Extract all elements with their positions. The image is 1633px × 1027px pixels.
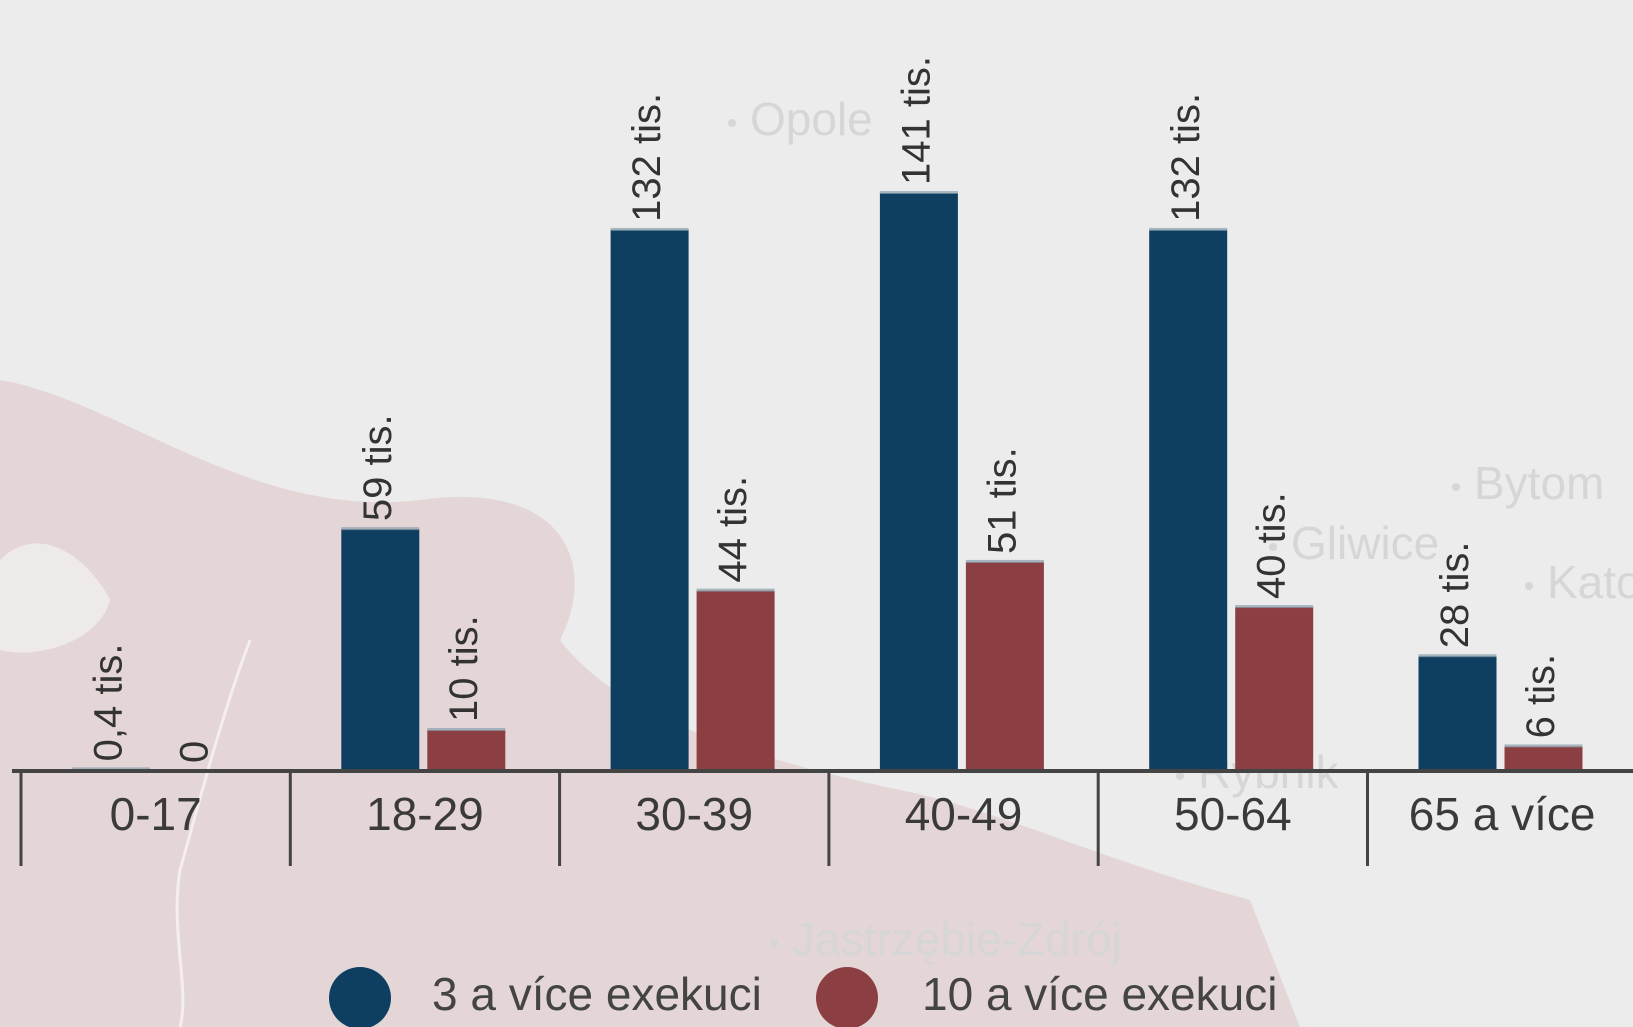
data-label: 44 tis. — [711, 476, 755, 583]
map-label: Bytom — [1474, 457, 1604, 509]
legend-swatch — [329, 967, 391, 1027]
data-label: 59 tis. — [356, 414, 400, 521]
x-tick-label: 0-17 — [110, 788, 202, 840]
map-border — [175, 639, 252, 1027]
data-label: 28 tis. — [1433, 542, 1477, 649]
map-dot — [1176, 772, 1184, 780]
bar-cap — [1235, 605, 1314, 609]
bar-cap — [610, 227, 689, 231]
data-label: 40 tis. — [1250, 492, 1294, 599]
data-label: 0,4 tis. — [87, 644, 131, 762]
map-region — [0, 543, 110, 653]
map-dot — [1452, 483, 1460, 491]
bar — [1418, 656, 1497, 771]
map-label: Opole — [750, 93, 873, 145]
map-dot — [1525, 582, 1533, 590]
bar — [879, 193, 958, 771]
bar — [610, 229, 689, 771]
x-tick-label: 30-39 — [635, 788, 753, 840]
legend-label: 10 a více exekuci — [922, 968, 1277, 1020]
bar — [965, 561, 1044, 771]
data-label: 141 tis. — [894, 56, 938, 185]
data-label: 0 — [173, 741, 217, 763]
bar-cap — [341, 527, 420, 531]
bar-cap — [965, 559, 1044, 563]
data-label: 10 tis. — [442, 615, 486, 722]
data-label: 132 tis. — [625, 93, 669, 222]
map-dot — [770, 939, 778, 947]
map-label: Katowice — [1547, 556, 1633, 608]
x-tick-label: 65 a více — [1409, 788, 1596, 840]
data-label: 6 tis. — [1519, 654, 1563, 738]
bar — [696, 590, 775, 771]
x-tick-label: 50-64 — [1174, 788, 1292, 840]
x-tick-label: 18-29 — [366, 788, 484, 840]
bar-cap — [1418, 654, 1497, 658]
legend-label: 3 a více exekuci — [432, 968, 762, 1020]
legend-swatch — [816, 967, 878, 1027]
map-region — [0, 380, 1300, 1027]
bar-cap — [427, 728, 506, 732]
bar — [1149, 229, 1228, 771]
bar — [427, 730, 506, 771]
map-dot — [728, 119, 736, 127]
x-tick-label: 40-49 — [905, 788, 1023, 840]
map-label: Gliwice — [1291, 517, 1439, 569]
bar — [341, 529, 420, 771]
bar-cap — [72, 767, 150, 771]
bar-cap — [1149, 227, 1228, 231]
bar — [1235, 607, 1314, 771]
data-label: 51 tis. — [980, 447, 1024, 554]
map-label: Jastrzębie-Zdrój — [792, 913, 1122, 965]
bar-cap — [1504, 744, 1583, 748]
bar-cap — [879, 191, 958, 194]
map-dot — [1269, 543, 1277, 551]
data-label: 132 tis. — [1164, 93, 1208, 222]
bar — [1504, 746, 1583, 771]
bar-cap — [696, 588, 775, 592]
